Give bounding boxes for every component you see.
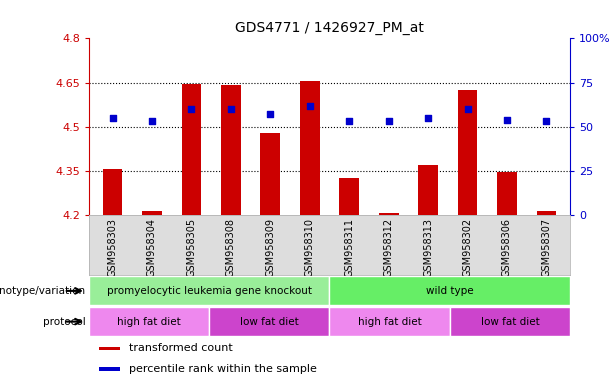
Text: transformed count: transformed count (129, 343, 233, 353)
Bar (450, 307, 570, 336)
Bar (340, 178, 359, 215)
Text: GSM958302: GSM958302 (463, 218, 473, 277)
Bar (89, 276, 330, 305)
Text: high fat diet: high fat diet (117, 316, 181, 327)
Bar (181, 84, 201, 215)
Text: GSM958307: GSM958307 (541, 218, 552, 277)
Bar (89, 307, 209, 336)
Point (463, 106, 473, 112)
Point (502, 117, 512, 123)
Bar (99, 367, 120, 371)
Point (226, 106, 236, 112)
Bar (379, 213, 398, 215)
Bar (458, 90, 478, 215)
Text: GSM958313: GSM958313 (423, 218, 433, 277)
Bar (221, 84, 241, 215)
Point (384, 118, 394, 124)
Text: GSM958308: GSM958308 (226, 218, 236, 277)
Text: GSM958305: GSM958305 (186, 218, 196, 277)
Text: GSM958303: GSM958303 (107, 218, 118, 277)
Point (541, 118, 551, 124)
Text: high fat diet: high fat diet (358, 316, 422, 327)
Bar (536, 211, 556, 215)
Point (108, 115, 118, 121)
Text: GSM958304: GSM958304 (147, 218, 157, 277)
Text: genotype/variation: genotype/variation (0, 286, 86, 296)
Text: percentile rank within the sample: percentile rank within the sample (129, 364, 317, 374)
Bar (209, 307, 330, 336)
Bar (330, 307, 450, 336)
Bar (142, 211, 162, 215)
Point (305, 103, 314, 109)
Point (186, 106, 196, 112)
Text: low fat diet: low fat diet (481, 316, 539, 327)
Text: GSM958310: GSM958310 (305, 218, 314, 277)
Text: protocol: protocol (43, 316, 86, 327)
Text: GSM958312: GSM958312 (384, 218, 394, 277)
Bar (300, 81, 319, 215)
Text: wild type: wild type (426, 286, 474, 296)
Text: GSM958311: GSM958311 (345, 218, 354, 277)
Text: low fat diet: low fat diet (240, 316, 299, 327)
Title: GDS4771 / 1426927_PM_at: GDS4771 / 1426927_PM_at (235, 21, 424, 35)
Point (345, 118, 354, 124)
Text: promyelocytic leukemia gene knockout: promyelocytic leukemia gene knockout (107, 286, 311, 296)
Bar (99, 347, 120, 350)
Point (423, 115, 433, 121)
Point (147, 118, 157, 124)
Bar (261, 132, 280, 215)
Point (265, 111, 275, 118)
Bar (330, 276, 570, 305)
Bar (497, 172, 517, 215)
Bar (418, 165, 438, 215)
Text: GSM958306: GSM958306 (502, 218, 512, 277)
Bar (103, 169, 123, 215)
Text: GSM958309: GSM958309 (265, 218, 275, 277)
